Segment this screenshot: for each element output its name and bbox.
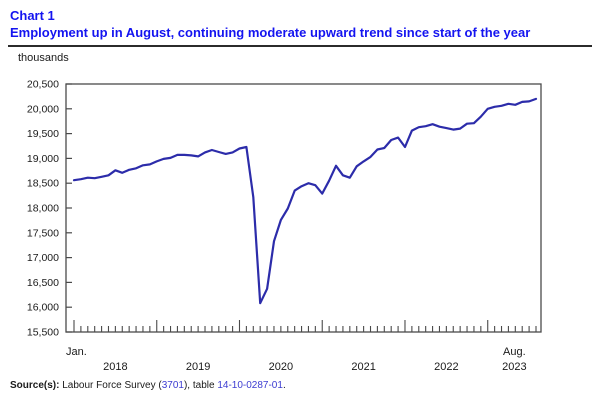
x-axis-labels: Jan. 2018 2019 2020 2021 2022 2023 Aug. — [66, 346, 527, 373]
source-label: Source(s): — [10, 380, 60, 391]
y-tick-label: 20,000 — [27, 103, 59, 115]
x-year-label: 2021 — [351, 361, 375, 373]
y-tick-label: 16,000 — [27, 302, 59, 314]
source-note: Source(s): Labour Force Survey (3701), t… — [10, 380, 286, 391]
y-tick-label: 17,500 — [27, 227, 59, 239]
page-title: Employment up in August, continuing mode… — [10, 25, 531, 40]
y-tick-label: 16,500 — [27, 277, 59, 289]
x-first-month-label: Jan. — [66, 346, 87, 358]
source-text-middle: ), table — [183, 380, 218, 391]
x-year-label: 2020 — [269, 361, 293, 373]
y-axis-labels: 15,500 16,000 16,500 17,000 17,500 18,000 18,5… — [27, 79, 59, 339]
x-year-label: 2018 — [103, 361, 127, 373]
x-year-label: 2022 — [434, 361, 458, 373]
y-tick-label: 20,500 — [27, 79, 59, 91]
source-link-survey[interactable]: 3701 — [161, 380, 184, 391]
x-year-label: 2019 — [186, 361, 210, 373]
plot-border — [65, 83, 542, 333]
y-tick-label: 15,500 — [27, 327, 59, 339]
chart-number-label: Chart 1 — [10, 8, 55, 23]
y-tick-label: 17,000 — [27, 252, 59, 264]
source-text-before: Labour Force Survey ( — [59, 380, 162, 391]
employment-series-line — [72, 97, 538, 305]
source-text-after: . — [282, 380, 286, 391]
chart-header: Chart 1 Employment up in August, continu… — [10, 7, 592, 41]
y-tick-label: 18,000 — [27, 203, 59, 215]
y-tick-label: 18,500 — [27, 178, 59, 190]
y-axis-ticks — [66, 83, 72, 333]
title-divider — [8, 45, 592, 47]
y-tick-label: 19,000 — [27, 153, 59, 165]
y-axis-unit-label: thousands — [18, 52, 69, 64]
x-last-month-label: Aug. — [503, 346, 526, 358]
x-axis-ticks — [73, 320, 537, 332]
source-link-table[interactable]: 14-10-0287-01 — [217, 380, 283, 391]
x-year-label: 2023 — [502, 361, 526, 373]
y-tick-label: 19,500 — [27, 128, 59, 140]
